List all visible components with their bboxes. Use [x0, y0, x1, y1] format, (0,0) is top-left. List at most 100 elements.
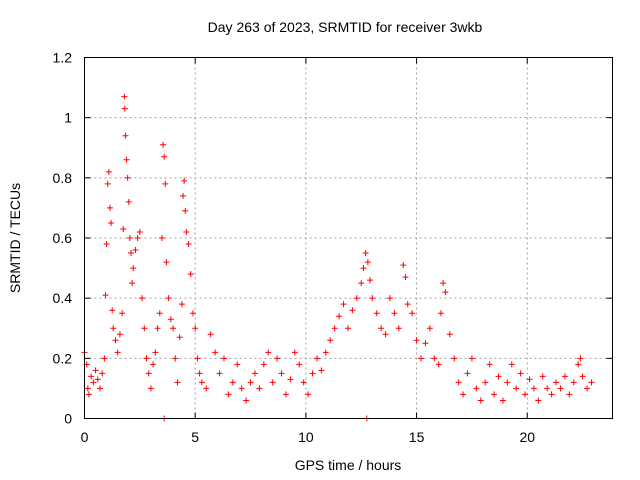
data-point [123, 156, 130, 163]
data-point [508, 361, 515, 368]
data-point [358, 280, 365, 287]
data-point [94, 376, 101, 383]
data-point [513, 385, 520, 392]
data-point [570, 379, 577, 386]
data-point [85, 391, 92, 398]
data-point [340, 301, 347, 308]
data-point [451, 355, 458, 362]
data-point [446, 331, 453, 338]
data-point [296, 361, 303, 368]
data-point [174, 379, 181, 386]
data-point [353, 295, 360, 302]
data-point [300, 379, 307, 386]
data-point [327, 337, 334, 344]
data-point [473, 385, 480, 392]
y-tick-labels: 0 0.2 0.4 0.6 0.8 1 1.2 [53, 50, 73, 427]
data-point [192, 325, 199, 332]
data-point [400, 262, 407, 269]
data-point [234, 361, 241, 368]
data-point [256, 385, 263, 392]
data-point [584, 385, 591, 392]
data-point [127, 250, 134, 257]
data-point [156, 310, 163, 317]
data-point [431, 355, 438, 362]
data-point [460, 391, 467, 398]
data-point [216, 370, 223, 377]
data-point [229, 379, 236, 386]
data-point [125, 198, 132, 205]
data-point [435, 361, 442, 368]
data-point [147, 385, 154, 392]
data-point [378, 325, 385, 332]
data-point [129, 280, 136, 287]
data-point [158, 235, 165, 241]
axis-ticks [84, 57, 613, 419]
data-point [225, 391, 232, 398]
data-point [455, 379, 462, 386]
y-tick-label: 1.2 [53, 50, 73, 66]
data-point [84, 385, 91, 392]
data-point [422, 340, 429, 347]
y-tick-label: 0.4 [53, 290, 73, 306]
data-point [336, 313, 343, 320]
data-point [163, 259, 170, 266]
y-tick-label: 1 [64, 110, 72, 126]
data-point [269, 379, 276, 386]
data-point [260, 361, 267, 368]
data-point [544, 385, 551, 392]
data-point [196, 370, 203, 377]
data-point [170, 325, 177, 332]
data-point [522, 391, 529, 398]
data-point [579, 373, 586, 380]
y-axis-label: SRMTID / TECUs [7, 183, 23, 293]
data-point [112, 337, 119, 344]
data-point [150, 361, 157, 368]
data-point [189, 310, 196, 317]
data-point [145, 370, 152, 377]
data-point [395, 325, 402, 332]
data-point [413, 337, 420, 344]
data-point [114, 349, 121, 356]
data-point [291, 349, 298, 356]
data-point [530, 385, 537, 392]
data-point [309, 370, 316, 377]
data-point [344, 325, 351, 332]
data-point [468, 355, 475, 362]
data-point [437, 310, 444, 317]
data-point [108, 219, 115, 226]
data-point [132, 247, 139, 254]
data-point [194, 355, 201, 362]
data-point [238, 385, 245, 392]
data-point [402, 274, 409, 281]
y-tick-label: 0.8 [53, 170, 73, 186]
chart-grid [84, 57, 613, 419]
data-point [349, 307, 356, 314]
data-point [106, 204, 113, 211]
data-point [183, 228, 190, 235]
data-point [535, 397, 542, 404]
data-point [575, 361, 582, 368]
data-point [102, 292, 109, 299]
data-point [165, 295, 172, 302]
y-tick-label: 0.6 [53, 230, 73, 246]
x-tick-label: 20 [519, 429, 535, 445]
data-point [122, 132, 129, 139]
x-tick-label: 10 [298, 429, 314, 445]
data-point [369, 295, 376, 302]
data-point [561, 373, 568, 380]
data-point [566, 391, 573, 398]
data-point [88, 373, 95, 380]
data-point [482, 379, 489, 386]
data-point [167, 316, 174, 323]
data-point [387, 295, 394, 302]
chart-title: Day 263 of 2023, SRMTID for receiver 3wk… [208, 19, 483, 35]
data-point [391, 310, 398, 317]
data-point [99, 370, 106, 377]
data-point [92, 367, 99, 374]
data-point [247, 379, 254, 386]
data-point [382, 331, 389, 338]
data-point [504, 379, 511, 386]
x-tick-labels: 0 5 10 15 20 [81, 429, 536, 445]
data-point [121, 105, 128, 112]
